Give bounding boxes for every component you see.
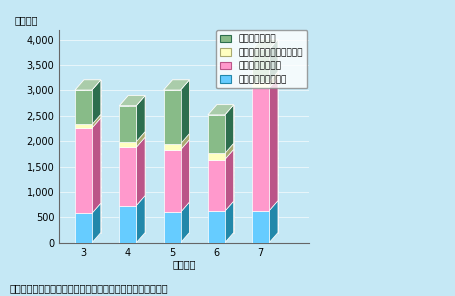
Bar — [164, 212, 181, 243]
Polygon shape — [269, 39, 278, 82]
Polygon shape — [164, 80, 189, 90]
Polygon shape — [208, 105, 234, 115]
Bar — [75, 128, 92, 213]
Polygon shape — [252, 39, 278, 49]
Bar — [119, 206, 136, 243]
Bar — [252, 49, 269, 82]
Legend: ケーブルテレビ, 衛星放送（ＮＨＫ・民放）, 民放（地上放送）, ＮＨＫ（地上放送）: ケーブルテレビ, 衛星放送（ＮＨＫ・民放）, 民放（地上放送）, ＮＨＫ（地上放… — [216, 30, 308, 89]
Polygon shape — [225, 201, 234, 243]
Polygon shape — [136, 196, 145, 243]
Polygon shape — [225, 143, 234, 160]
Polygon shape — [136, 132, 145, 147]
Bar — [84, 80, 101, 233]
Bar — [252, 88, 269, 211]
Polygon shape — [119, 96, 145, 106]
Bar — [208, 160, 225, 211]
Bar — [208, 153, 225, 160]
Polygon shape — [92, 114, 101, 128]
Bar — [217, 105, 234, 233]
Polygon shape — [181, 80, 189, 243]
Bar — [252, 82, 269, 88]
Polygon shape — [181, 133, 189, 150]
X-axis label: （年度）: （年度） — [172, 259, 196, 269]
Bar — [75, 213, 92, 243]
Polygon shape — [75, 80, 101, 90]
Bar — [128, 96, 145, 233]
Polygon shape — [181, 140, 189, 212]
Text: ＮＨＫ資料、通信産業設備投資等実態調査報告等により作成: ＮＨＫ資料、通信産業設備投資等実態調査報告等により作成 — [9, 283, 168, 293]
Bar — [119, 147, 136, 206]
Bar — [75, 125, 92, 128]
Polygon shape — [92, 203, 101, 243]
Polygon shape — [136, 96, 145, 243]
Polygon shape — [164, 80, 189, 90]
Y-axis label: （億円）: （億円） — [15, 15, 38, 25]
Polygon shape — [269, 78, 278, 211]
Bar — [164, 150, 181, 212]
Polygon shape — [92, 80, 101, 243]
Polygon shape — [269, 39, 278, 243]
Polygon shape — [225, 149, 234, 211]
Polygon shape — [136, 96, 145, 142]
Bar — [261, 39, 278, 233]
Polygon shape — [92, 118, 101, 213]
Polygon shape — [181, 80, 189, 144]
Bar — [164, 90, 181, 144]
Polygon shape — [269, 201, 278, 243]
Polygon shape — [119, 96, 145, 106]
Polygon shape — [181, 202, 189, 243]
Polygon shape — [136, 137, 145, 206]
Polygon shape — [225, 105, 234, 243]
Bar — [208, 115, 225, 153]
Bar — [75, 90, 92, 125]
Polygon shape — [75, 80, 101, 90]
Bar — [119, 142, 136, 147]
Bar — [119, 106, 136, 142]
Polygon shape — [252, 39, 278, 49]
Polygon shape — [225, 105, 234, 153]
Polygon shape — [269, 72, 278, 88]
Bar — [172, 80, 189, 233]
Polygon shape — [92, 80, 101, 125]
Bar — [208, 211, 225, 243]
Bar — [252, 211, 269, 243]
Polygon shape — [208, 105, 234, 115]
Bar — [164, 144, 181, 150]
